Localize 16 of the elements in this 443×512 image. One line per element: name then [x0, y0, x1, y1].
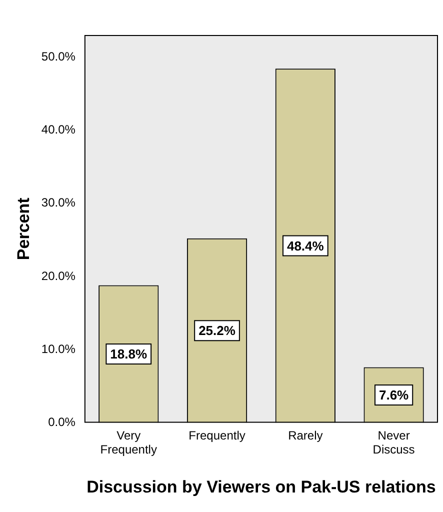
x-tick-label: Never Discuss	[372, 428, 415, 457]
x-tick-label: Frequently	[188, 428, 246, 442]
y-tick-label: 30.0%	[41, 196, 76, 210]
x-tick-label: Very Frequently	[100, 428, 157, 457]
x-tick-label: Rarely	[288, 428, 323, 442]
y-axis-title: Percent	[14, 197, 33, 260]
y-tick-label: 10.0%	[41, 342, 76, 356]
y-tick-label: 0.0%	[48, 415, 76, 430]
data-label: 48.4%	[286, 238, 324, 254]
y-tick-label: 40.0%	[41, 122, 76, 136]
data-label: 18.8%	[110, 346, 148, 362]
y-tick-label: 50.0%	[41, 49, 76, 64]
x-axis-title: Discussion by Viewers on Pak-US relations	[86, 477, 436, 496]
data-label: 7.6%	[378, 388, 410, 403]
y-tick-label: 20.0%	[41, 268, 76, 283]
data-label: 25.2%	[198, 323, 236, 338]
